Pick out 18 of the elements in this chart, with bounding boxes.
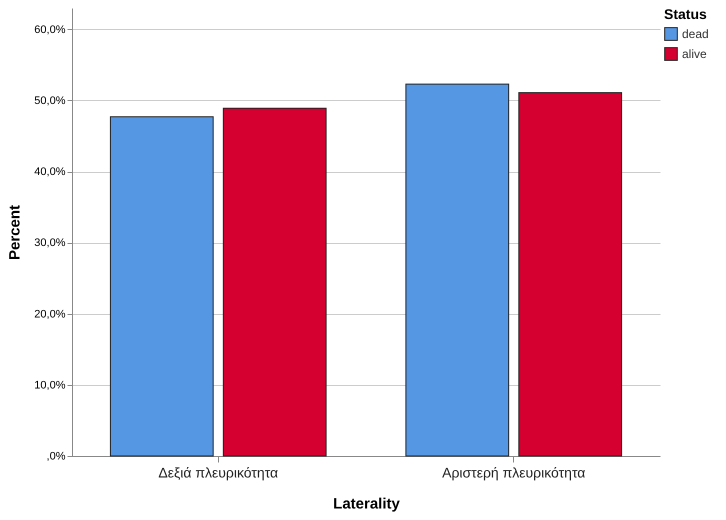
y-tick-label: 40,0% [34,166,66,178]
bar [405,84,510,456]
x-axis-title: Laterality [333,496,400,512]
y-tick-label: 30,0% [34,237,66,250]
y-tick-label: 20,0% [34,308,66,320]
bar [222,108,327,456]
y-tick-label: 60,0% [34,24,66,36]
x-tick-label: Δεξιά πλευρικότητα [158,464,278,480]
y-tick-label: 10,0% [34,379,66,392]
bar [518,92,622,456]
legend-label: alive [682,47,708,61]
y-axis-title: Percent [6,204,24,260]
legend-title: Status [664,6,707,22]
x-tick-label: Αριστερή πλευρικότητα [442,464,586,480]
y-tick-label: 50,0% [34,94,66,107]
y-tick-label: ,0% [46,450,66,462]
bar [110,116,214,456]
legend-label: dead [682,27,709,41]
